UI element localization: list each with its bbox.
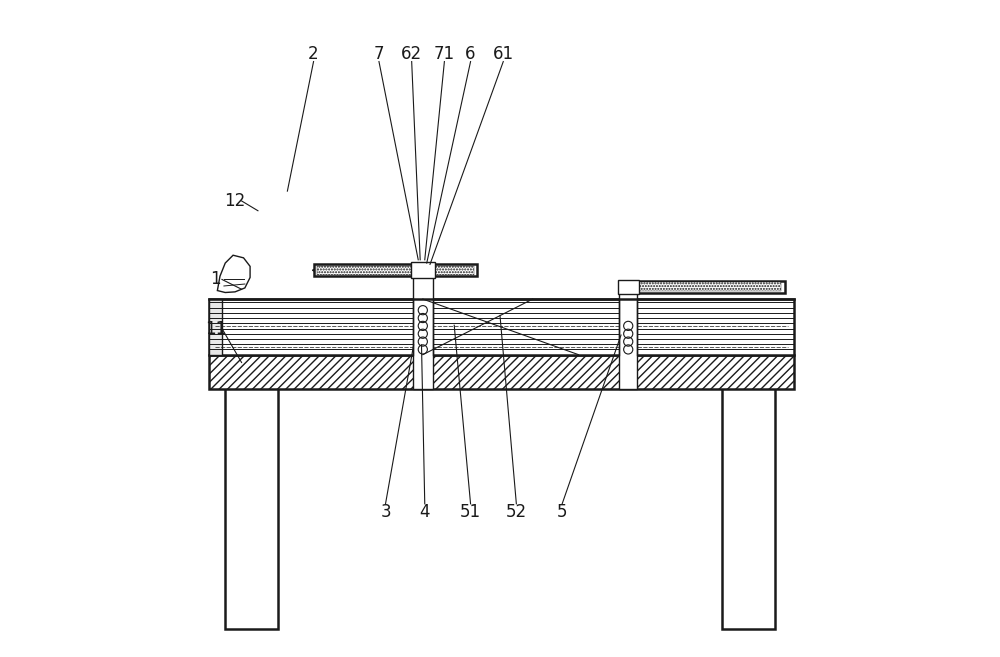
Text: 2: 2 — [308, 45, 319, 62]
Text: 51: 51 — [460, 503, 481, 521]
Text: 61: 61 — [493, 45, 514, 62]
Text: 52: 52 — [506, 503, 527, 521]
Bar — [722, 388, 775, 629]
Text: 7: 7 — [374, 45, 384, 62]
Text: 4: 4 — [420, 503, 430, 521]
Bar — [314, 264, 477, 276]
Text: 62: 62 — [401, 45, 422, 62]
Bar — [631, 281, 785, 292]
Text: 1: 1 — [210, 271, 221, 288]
Bar — [618, 280, 639, 294]
Text: 12: 12 — [224, 192, 246, 210]
Bar — [413, 269, 433, 389]
PathPatch shape — [217, 255, 250, 292]
Text: 11: 11 — [205, 319, 226, 338]
Text: 6: 6 — [465, 45, 476, 62]
Bar — [209, 299, 222, 355]
Bar — [209, 355, 794, 389]
Bar — [411, 262, 435, 278]
Text: 5: 5 — [557, 503, 567, 521]
Text: 3: 3 — [380, 503, 391, 521]
Text: 71: 71 — [434, 45, 455, 62]
Bar — [619, 286, 637, 389]
Bar — [209, 299, 794, 355]
Bar — [634, 282, 781, 291]
Bar — [225, 388, 278, 629]
Bar — [317, 265, 474, 275]
